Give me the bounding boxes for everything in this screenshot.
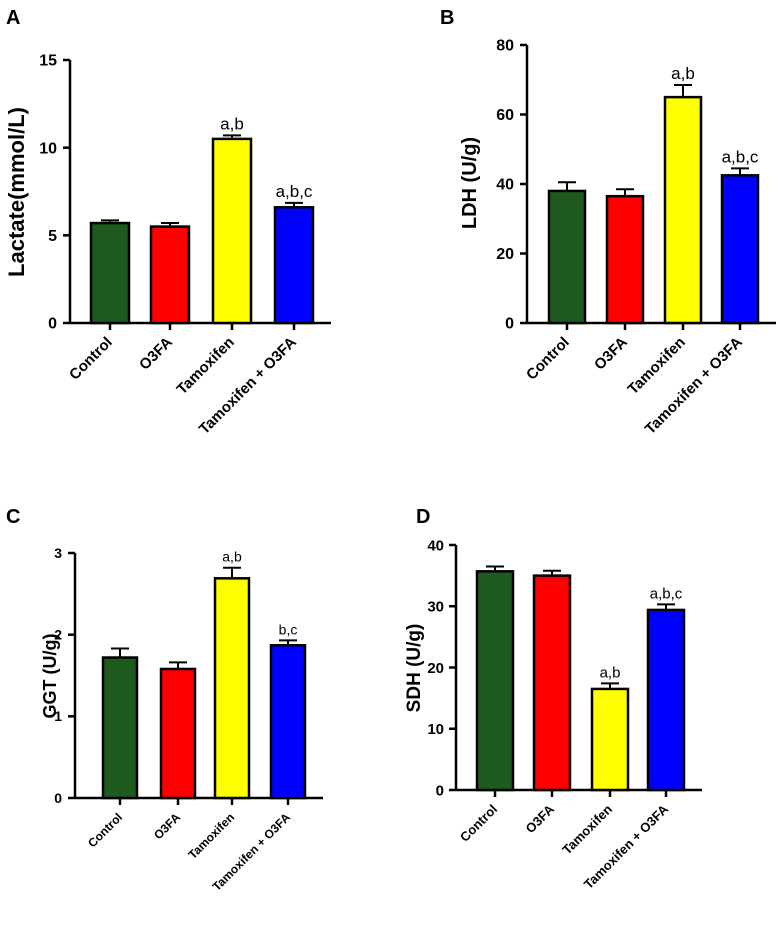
bar-tamoxifen-o3fa — [720, 174, 760, 325]
y-tick-label: 0 — [505, 316, 514, 333]
significance-label: a,b,c — [650, 585, 683, 602]
x-tick-label: Tamoxifen — [185, 810, 237, 862]
y-tick-label: 60 — [496, 107, 514, 124]
x-tick-label: Control — [85, 810, 125, 850]
y-axis-title: SDH (U/g) — [404, 624, 425, 713]
x-tick-label: Control — [66, 334, 116, 384]
significance-label: b,c — [279, 621, 298, 637]
bar-tamoxifen-o3fa — [273, 206, 315, 325]
chart-panel-d: D SDH (U/g) 0 10 20 30 40 Control O3FA Tamoxifen a… — [404, 506, 702, 892]
y-tick-label: 2 — [54, 627, 62, 643]
bar-control — [89, 221, 131, 325]
bar-tamoxifen — [211, 137, 253, 325]
panel-letter: A — [6, 7, 20, 29]
x-tick-label: O3FA — [136, 334, 176, 374]
bar-control — [547, 189, 587, 325]
bar-tamoxifen-o3fa — [269, 644, 307, 800]
x-tick-label: Tamoxifen + O3FA — [642, 334, 746, 438]
y-tick-label: 0 — [436, 782, 444, 799]
panel-letter: C — [6, 506, 20, 528]
y-tick-label: 1 — [54, 708, 62, 724]
significance-label: a,b — [671, 64, 695, 83]
y-axis-title: GGT (U/g) — [40, 634, 60, 719]
bar-o3fa — [605, 194, 645, 325]
bar-tamoxifen — [213, 577, 251, 800]
x-tick-label: O3FA — [591, 334, 631, 374]
y-tick-label: 30 — [427, 599, 444, 616]
y-tick-label: 80 — [496, 38, 514, 55]
bar-tamoxifen — [663, 95, 703, 325]
y-tick-label: 20 — [427, 660, 444, 677]
bar-tamoxifen-o3fa — [646, 608, 686, 792]
y-tick-label: 10 — [39, 140, 57, 157]
x-tick-label: Tamoxifen — [559, 801, 615, 857]
y-tick-label: 5 — [48, 228, 57, 245]
y-tick-label: 0 — [54, 790, 62, 806]
y-tick-label: 20 — [496, 246, 514, 263]
y-tick-label: 15 — [39, 53, 57, 70]
y-tick-label: 10 — [427, 721, 444, 738]
y-axis-title: Lactate(mmol/L) — [4, 107, 29, 277]
bar-o3fa — [532, 574, 572, 792]
x-tick-label: O3FA — [522, 801, 557, 836]
bar-o3fa — [149, 225, 191, 325]
x-tick-label: Control — [457, 802, 500, 845]
significance-label: a,b — [600, 664, 621, 681]
y-tick-label: 40 — [496, 177, 514, 194]
significance-label: a,b,c — [722, 147, 759, 166]
x-tick-label: Control — [523, 334, 573, 384]
panel-letter: D — [416, 506, 430, 528]
significance-label: a,b,c — [276, 182, 313, 201]
significance-label: a,b — [220, 114, 244, 133]
y-tick-label: 3 — [54, 545, 62, 561]
bar-control — [101, 656, 139, 800]
bar-control — [475, 570, 515, 792]
x-tick-label: O3FA — [151, 810, 183, 842]
significance-label: a,b — [222, 549, 242, 565]
bar-o3fa — [159, 667, 197, 800]
panel-letter: B — [440, 7, 454, 29]
y-tick-label: 0 — [48, 316, 57, 333]
chart-panel-a: A Lactate(mmol/L) 0 5 10 15 Control O3FATamoxif… — [4, 7, 331, 438]
y-axis-title: LDH (U/g) — [459, 137, 481, 229]
x-tick-label: Tamoxifen — [174, 334, 238, 398]
y-tick-label: 40 — [427, 537, 444, 554]
bar-tamoxifen — [590, 687, 630, 792]
